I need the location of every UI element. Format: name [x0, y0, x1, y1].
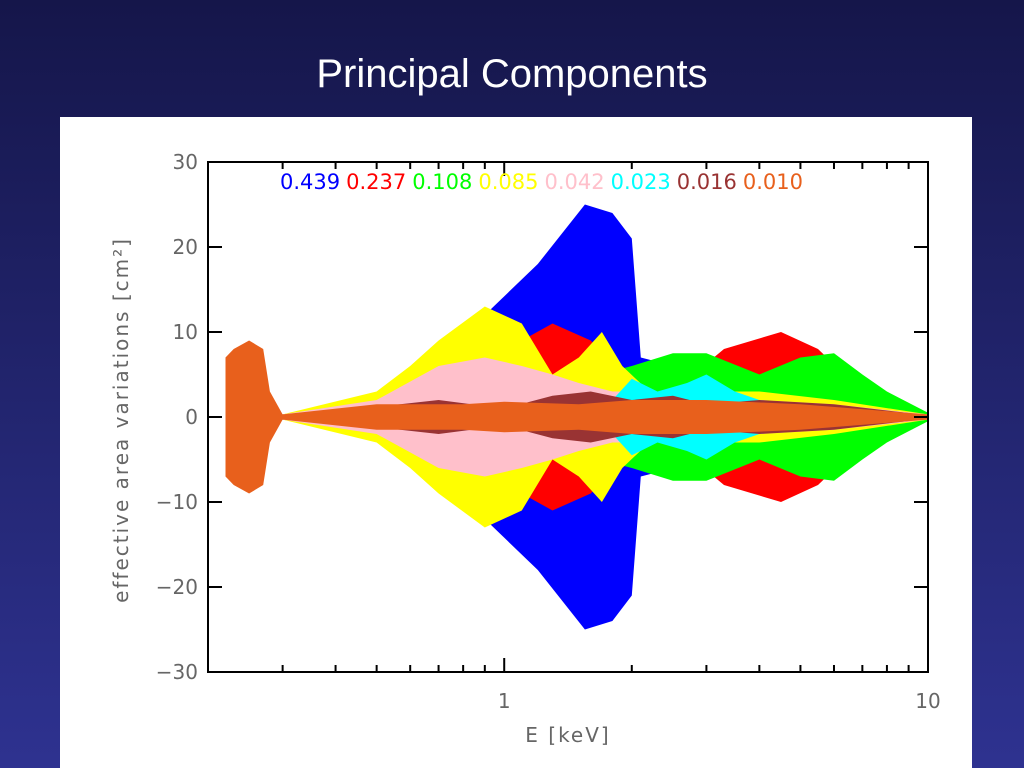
x-tick-label: 10: [915, 689, 940, 713]
legend-entry: 0.439: [280, 170, 341, 194]
y-tick-label: −10: [156, 490, 198, 514]
y-tick-label: 20: [173, 235, 198, 259]
y-tick-label: 0: [185, 405, 198, 429]
legend-entry: 0.010: [742, 170, 803, 194]
x-tick-label: 1: [498, 689, 511, 713]
x-axis-label: E [keV]: [525, 723, 610, 747]
legend-entry: 0.023: [610, 170, 671, 194]
y-tick-label: −20: [156, 575, 198, 599]
legend-entry: 0.016: [676, 170, 737, 194]
legend-entry: 0.042: [544, 170, 605, 194]
legend-entry: 0.108: [412, 170, 473, 194]
y-tick-label: 30: [173, 150, 198, 174]
y-tick-label: 10: [173, 320, 198, 344]
legend-entry: 0.237: [346, 170, 407, 194]
y-tick-label: −30: [156, 660, 198, 684]
slide-title: Principal Components: [316, 52, 708, 96]
y-axis-label: effective area variations [cm²]: [109, 237, 133, 603]
band: [225, 340, 928, 494]
legend-entry: 0.085: [478, 170, 539, 194]
legend: 0.439 0.237 0.108 0.085 0.042 0.023 0.016 0.010: [280, 170, 809, 194]
